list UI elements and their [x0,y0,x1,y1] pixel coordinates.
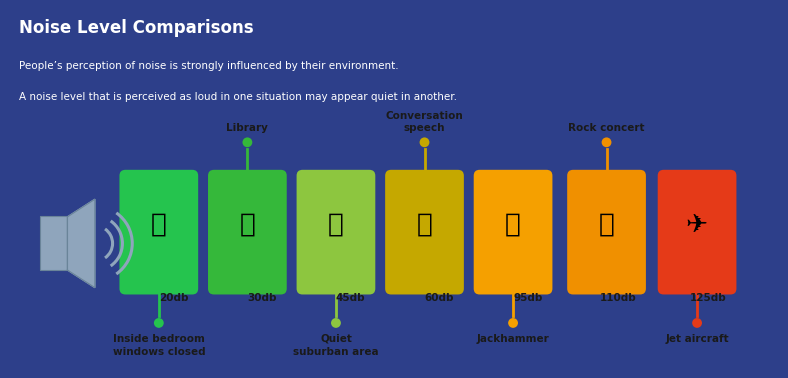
FancyBboxPatch shape [296,170,375,294]
FancyBboxPatch shape [385,170,464,294]
Text: Conversation
speech: Conversation speech [385,111,463,133]
Text: Noise Level Comparisons: Noise Level Comparisons [19,19,253,37]
Circle shape [419,138,429,147]
Circle shape [601,138,611,147]
FancyBboxPatch shape [567,170,646,294]
Text: 110db: 110db [600,293,636,302]
Text: 🔧: 🔧 [505,212,521,238]
Circle shape [243,138,252,147]
Text: 🛏️: 🛏️ [151,212,167,238]
Text: 60db: 60db [425,293,454,302]
Text: 📚: 📚 [240,212,255,238]
Circle shape [331,318,341,328]
Text: Jet aircraft: Jet aircraft [665,334,729,344]
Text: A noise level that is perceived as loud in one situation may appear quiet in ano: A noise level that is perceived as loud … [19,92,457,102]
Circle shape [508,318,518,328]
Polygon shape [67,199,95,288]
Text: People’s perception of noise is strongly influenced by their environment.: People’s perception of noise is strongly… [19,61,399,71]
FancyBboxPatch shape [120,170,199,294]
FancyBboxPatch shape [658,170,737,294]
Text: ✈️: ✈️ [686,212,708,238]
Circle shape [154,318,164,328]
FancyBboxPatch shape [208,170,287,294]
Text: 95db: 95db [513,293,543,302]
Text: Library: Library [226,124,269,133]
Text: 45db: 45db [336,293,366,302]
FancyBboxPatch shape [474,170,552,294]
Text: 30db: 30db [247,293,277,302]
Text: 🎸: 🎸 [599,212,615,238]
FancyBboxPatch shape [39,216,67,270]
Text: Jackhammer: Jackhammer [477,334,549,344]
Text: 20db: 20db [159,293,188,302]
Circle shape [692,318,702,328]
Text: 🌳: 🌳 [328,212,344,238]
Text: Inside bedroom
windows closed: Inside bedroom windows closed [113,334,205,356]
Text: Rock concert: Rock concert [568,124,645,133]
Text: 🗣️: 🗣️ [417,212,433,238]
Text: 125db: 125db [690,293,727,302]
Text: Quiet
suburban area: Quiet suburban area [293,334,379,356]
